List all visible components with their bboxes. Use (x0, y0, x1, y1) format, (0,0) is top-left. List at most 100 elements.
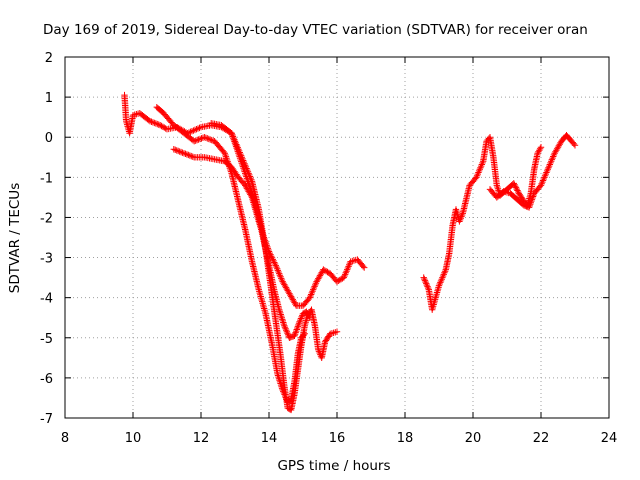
data-point-marker (435, 282, 443, 289)
data-point-marker (271, 259, 278, 266)
data-point-marker (543, 169, 550, 176)
x-tick-label: 14 (261, 431, 278, 446)
y-axis-label: SDTVAR / TECUs (7, 183, 23, 293)
data-point-marker (346, 261, 353, 268)
data-point-marker (550, 153, 557, 160)
axis-ticks (64, 56, 610, 419)
data-point-marker (262, 238, 269, 246)
series-track-d (170, 146, 368, 309)
data-point-marker (281, 391, 288, 398)
data-point-marker (280, 319, 287, 326)
x-axis-label: GPS time / hours (277, 458, 390, 474)
data-point-marker (196, 124, 203, 132)
y-tick-label: 1 (45, 91, 53, 106)
data-point-marker (279, 316, 286, 323)
data-point-marker (275, 373, 282, 381)
data-point-marker (527, 201, 534, 208)
data-point-marker (190, 127, 197, 134)
data-point-marker (310, 286, 317, 293)
data-point-marker (294, 324, 301, 332)
data-point-marker (343, 267, 350, 275)
data-point-marker (284, 330, 291, 337)
data-point-marker (278, 383, 285, 390)
data-point-marker (473, 172, 481, 179)
data-point-marker (151, 119, 158, 127)
data-point-marker (511, 181, 518, 188)
data-point-marker (272, 262, 279, 269)
data-point-marker (548, 158, 555, 165)
data-point-marker (294, 323, 302, 330)
data-point-marker (345, 263, 352, 270)
data-point-marker (295, 320, 303, 327)
data-point-marker (441, 267, 449, 275)
data-point-marker (276, 378, 284, 386)
y-tick-label: -2 (40, 211, 53, 226)
data-point-marker (274, 370, 281, 378)
data-point-marker (291, 332, 298, 339)
data-point-marker (148, 118, 155, 125)
data-point-marker (273, 265, 281, 272)
data-point-marker (176, 148, 183, 155)
series-track-b (153, 103, 308, 406)
x-tick-label: 24 (601, 431, 618, 446)
data-point-marker (421, 277, 429, 284)
data-point-marker (526, 202, 533, 210)
data-point-marker (280, 389, 288, 397)
data-point-marker (438, 276, 445, 283)
data-point-marker (265, 248, 273, 255)
data-point-marker (194, 125, 202, 132)
data-point-marker (283, 327, 290, 334)
data-point-marker (456, 218, 463, 225)
data-point-marker (182, 150, 189, 158)
data-point-marker (255, 218, 262, 225)
data-point-marker (440, 271, 447, 278)
data-point-marker (282, 394, 289, 401)
data-point-marker (277, 311, 284, 318)
data-point-marker (262, 240, 270, 247)
data-point-marker (307, 291, 315, 298)
data-point-marker (146, 117, 154, 125)
data-point-marker (269, 256, 276, 263)
data-point-marker (268, 253, 275, 260)
data-point-marker (543, 167, 551, 175)
data-point-marker (477, 164, 484, 171)
data-point-marker (258, 226, 265, 233)
data-point-marker (311, 283, 318, 290)
data-point-marker (279, 386, 286, 394)
data-point-marker (198, 135, 205, 142)
data-point-marker (549, 154, 556, 162)
data-point-marker (158, 122, 165, 130)
data-point-marker (273, 263, 280, 271)
data-point-marker (341, 271, 349, 278)
data-point-marker (541, 172, 549, 179)
data-point-marker (204, 135, 211, 142)
data-point-marker (548, 156, 556, 163)
series-track-e (420, 134, 545, 313)
data-point-marker (159, 123, 167, 130)
y-tick-label: -3 (40, 252, 53, 267)
data-point-marker (514, 187, 521, 194)
data-point-marker (257, 223, 264, 230)
data-point-marker (170, 146, 177, 153)
data-point-marker (424, 283, 431, 290)
data-point-marker (275, 375, 283, 382)
data-point-marker (333, 328, 341, 335)
data-point-marker (456, 216, 464, 224)
data-point-marker (188, 128, 196, 135)
data-point-marker (152, 120, 160, 127)
data-point-marker (512, 183, 519, 190)
data-point-marker (263, 242, 270, 249)
data-point-marker (180, 150, 188, 157)
data-point-marker (291, 331, 299, 338)
data-point-marker (161, 124, 168, 131)
data-point-marker (267, 251, 274, 258)
data-point-marker (277, 380, 284, 387)
data-point-marker (179, 149, 186, 156)
data-point-marker (308, 289, 316, 297)
data-point-marker (297, 315, 305, 322)
data-point-marker (207, 136, 214, 143)
data-point-marker (510, 180, 517, 187)
data-point-marker (278, 385, 286, 392)
data-point-marker (475, 169, 482, 176)
data-point-marker (265, 246, 272, 254)
